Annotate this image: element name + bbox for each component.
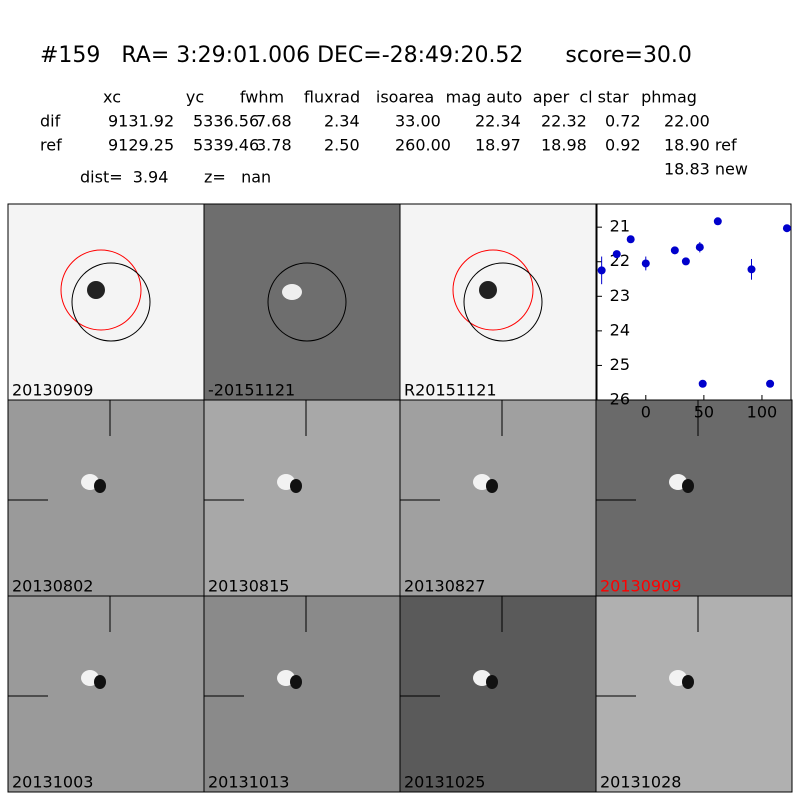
image-panel xyxy=(399,203,597,401)
point xyxy=(713,217,722,226)
table-cell: 260.00 xyxy=(395,136,451,155)
dipole-neg xyxy=(290,479,302,493)
source xyxy=(479,281,497,299)
table-cell: 18.97 xyxy=(475,136,521,155)
table-cell: 9131.92 xyxy=(108,112,174,131)
x-tick-label: 50 xyxy=(694,403,714,422)
table-cell: 2.50 xyxy=(324,136,360,155)
panel-label: 20131028 xyxy=(600,773,681,792)
table-cell: 22.34 xyxy=(475,112,521,131)
point xyxy=(747,265,756,274)
panel-label: R20151121 xyxy=(404,381,497,400)
source xyxy=(87,281,105,299)
column-header: fluxrad xyxy=(304,88,360,107)
point xyxy=(670,246,679,255)
residual xyxy=(282,284,302,300)
dipole-neg xyxy=(290,675,302,689)
table-cell: 18.90 ref xyxy=(664,136,737,155)
column-header: phmag xyxy=(641,88,697,107)
table-cell: 3.78 xyxy=(256,136,292,155)
image-panel xyxy=(7,203,205,401)
column-header: xc xyxy=(103,88,121,107)
table-cell: 0.72 xyxy=(605,112,641,131)
y-tick-label: 21 xyxy=(610,217,630,236)
point xyxy=(782,224,791,233)
column-header: cl star xyxy=(579,88,629,107)
image-panel xyxy=(203,595,401,793)
phmag-new: 18.83 new xyxy=(664,160,748,179)
dipole-neg xyxy=(486,479,498,493)
table-cell: 0.92 xyxy=(605,136,641,155)
title: #159 RA= 3:29:01.006 DEC=-28:49:20.52 sc… xyxy=(40,43,692,68)
panel-label: 20131025 xyxy=(404,773,485,792)
table-cell: 5336.56 xyxy=(193,112,259,131)
y-tick-label: 23 xyxy=(610,286,630,305)
column-header: fwhm xyxy=(240,88,284,107)
x-tick-label: 0 xyxy=(641,403,651,422)
table-cell: 22.00 xyxy=(664,112,710,131)
y-tick-label: 26 xyxy=(610,390,630,409)
image-panel xyxy=(203,399,401,597)
panel-label: -20151121 xyxy=(208,381,295,400)
image-panel xyxy=(7,399,205,597)
panel-label: 20130815 xyxy=(208,577,289,596)
panel-label: 20131003 xyxy=(12,773,93,792)
x-tick-label: 100 xyxy=(747,403,778,422)
new-circle xyxy=(267,262,347,342)
image-panel xyxy=(399,595,597,793)
point xyxy=(681,257,690,266)
table-cell: 22.32 xyxy=(541,112,587,131)
table-cell: 33.00 xyxy=(395,112,441,131)
point xyxy=(612,250,621,259)
dipole-neg xyxy=(486,675,498,689)
panel-label: 20130909 xyxy=(600,577,681,596)
table-cell: 2.34 xyxy=(324,112,360,131)
table-cell: 7.68 xyxy=(256,112,292,131)
point xyxy=(695,243,704,252)
image-panel xyxy=(7,595,205,793)
image-panel xyxy=(399,399,597,597)
table-cell: ref xyxy=(40,136,62,155)
point xyxy=(597,266,606,275)
table-cell: dif xyxy=(40,112,61,131)
table-cell: 18.98 xyxy=(541,136,587,155)
point xyxy=(766,379,775,388)
new-circle xyxy=(71,262,151,342)
new-circle xyxy=(463,262,543,342)
y-tick-label: 25 xyxy=(610,355,630,374)
point xyxy=(641,259,650,268)
column-header: yc xyxy=(186,88,204,107)
y-tick-label: 24 xyxy=(610,320,630,339)
image-panel xyxy=(595,399,793,597)
point xyxy=(626,235,635,244)
image-panel xyxy=(595,595,793,793)
panel-label: 20131013 xyxy=(208,773,289,792)
dipole-neg xyxy=(94,675,106,689)
panel-label: 20130909 xyxy=(12,381,93,400)
dipole-neg xyxy=(682,479,694,493)
image-panel xyxy=(203,203,401,401)
dipole-neg xyxy=(682,675,694,689)
ref-circle xyxy=(60,249,142,331)
dist-line: dist= 3.94 z= nan xyxy=(80,168,271,187)
column-header: mag auto xyxy=(446,88,523,107)
column-header: isoarea xyxy=(376,88,434,107)
panel-label: 20130802 xyxy=(12,577,93,596)
column-header: aper xyxy=(533,88,570,107)
panel-label: 20130827 xyxy=(404,577,485,596)
point xyxy=(698,379,707,388)
dipole-neg xyxy=(94,479,106,493)
table-cell: 9129.25 xyxy=(108,136,174,155)
table-cell: 5339.46 xyxy=(193,136,259,155)
ref-circle xyxy=(452,249,534,331)
